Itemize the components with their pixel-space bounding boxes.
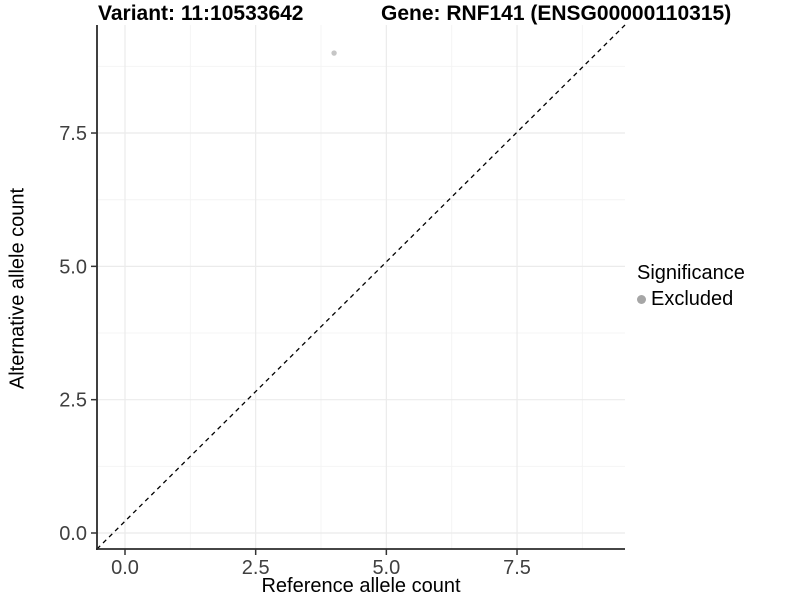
x-tick-label: 0.0 [111, 557, 139, 579]
y-axis-title: Alternative allele count [6, 187, 29, 390]
x-tick-label: 5.0 [372, 557, 400, 579]
data-point [331, 50, 337, 56]
y-tick-label: 0.0 [59, 523, 87, 545]
identity-reference-line [96, 24, 626, 550]
y-tick-label: 7.5 [59, 123, 87, 145]
plot-title-variant: Variant: 11:10533642 [98, 2, 304, 25]
y-tick-label: 2.5 [59, 390, 87, 412]
y-tick-label: 5.0 [59, 256, 87, 278]
legend: Significance Excluded [637, 262, 745, 311]
plot-title-gene: Gene: RNF141 (ENSG00000110315) [381, 2, 732, 25]
legend-item-label: Excluded [651, 288, 734, 310]
legend-key-dot-icon [637, 295, 646, 304]
legend-item-excluded: Excluded [637, 288, 745, 311]
x-axis-title: Reference allele count [261, 575, 461, 597]
x-tick-label: 2.5 [242, 557, 270, 579]
x-tick-label: 7.5 [503, 557, 531, 579]
legend-title: Significance [637, 262, 745, 284]
